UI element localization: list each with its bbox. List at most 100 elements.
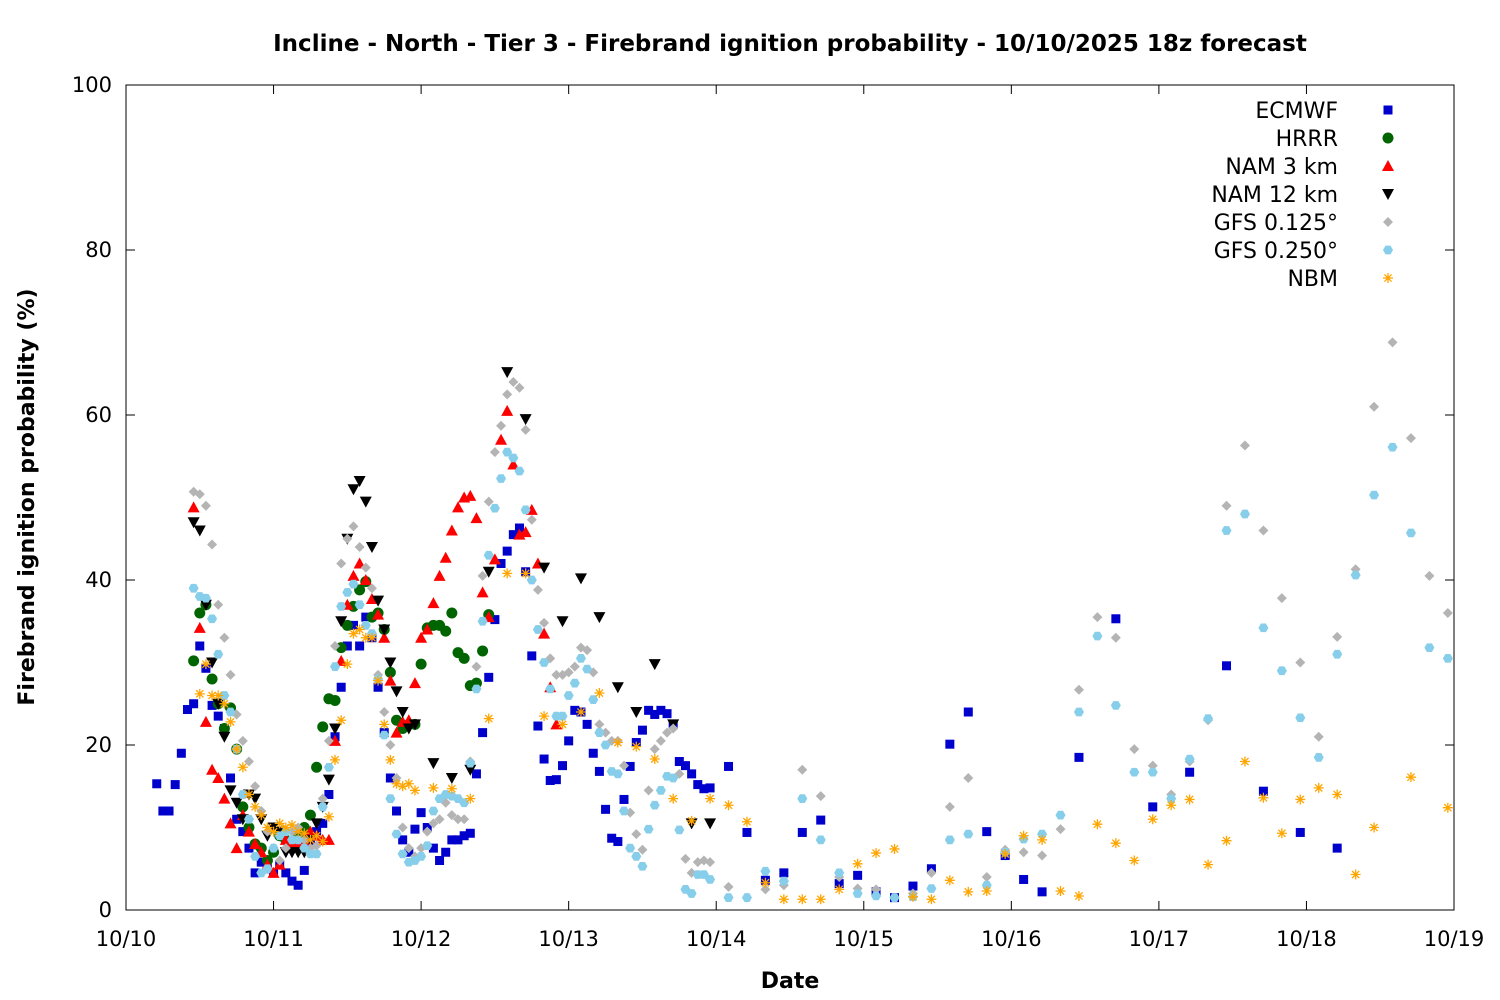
data-point	[250, 852, 261, 861]
data-point	[853, 870, 863, 880]
data-point	[464, 764, 477, 776]
data-point	[538, 562, 551, 574]
data-point	[237, 790, 248, 799]
data-point	[385, 773, 395, 783]
data-point	[674, 757, 684, 766]
data-point	[194, 489, 205, 500]
data-point	[631, 852, 642, 861]
data-point	[428, 806, 439, 816]
data-point	[834, 868, 845, 878]
data-point	[323, 811, 334, 822]
data-point	[378, 631, 391, 643]
data-point	[1018, 830, 1029, 841]
x-tick-label: 10/13	[538, 927, 599, 951]
data-point	[687, 769, 697, 779]
data-point	[981, 880, 992, 890]
data-point	[631, 829, 642, 840]
data-point	[502, 389, 513, 400]
data-point	[926, 867, 937, 878]
data-point	[207, 700, 217, 710]
data-point	[1147, 767, 1158, 777]
data-point	[262, 822, 273, 833]
data-point	[963, 773, 974, 783]
data-point	[360, 562, 371, 573]
data-point	[478, 728, 488, 738]
data-point	[476, 586, 489, 598]
data-point	[200, 500, 211, 511]
data-point	[1110, 701, 1121, 710]
data-point	[1166, 800, 1177, 811]
data-point	[502, 546, 512, 556]
data-point	[323, 762, 334, 772]
data-point	[384, 657, 397, 669]
data-point	[816, 815, 826, 825]
data-point	[365, 542, 378, 553]
data-point	[741, 816, 752, 827]
data-point	[354, 624, 365, 635]
data-point	[280, 843, 291, 854]
data-point	[981, 872, 992, 882]
data-point	[489, 447, 500, 458]
data-point	[379, 719, 390, 730]
data-point	[268, 826, 279, 837]
data-point	[445, 524, 458, 536]
data-point	[532, 625, 543, 634]
legend-entry: ECMWF	[1255, 99, 1393, 124]
data-point	[705, 857, 716, 868]
data-point	[539, 658, 550, 667]
data-point	[668, 773, 679, 783]
data-point	[514, 466, 525, 476]
data-point	[619, 760, 629, 771]
data-point	[1073, 684, 1084, 695]
data-point	[1424, 643, 1435, 652]
data-point	[649, 800, 660, 810]
data-point	[488, 553, 501, 565]
data-point	[440, 625, 452, 637]
data-point	[293, 880, 303, 890]
data-point	[1258, 525, 1269, 536]
data-point	[588, 748, 598, 758]
data-point	[723, 893, 734, 902]
data-point	[421, 623, 434, 635]
data-point	[390, 726, 403, 738]
data-point	[834, 879, 844, 889]
y-axis-label: Firebrand ignition probability (%)	[15, 288, 40, 705]
data-point	[322, 774, 335, 786]
data-point	[655, 735, 666, 746]
legend-marker	[1383, 245, 1393, 255]
data-point	[428, 818, 439, 829]
legend-entry: NAM 3 km	[1225, 155, 1394, 180]
data-point	[385, 754, 396, 765]
data-point	[353, 476, 366, 487]
data-point	[416, 852, 427, 861]
data-point	[373, 675, 384, 686]
data-point	[797, 794, 808, 803]
data-point	[1332, 631, 1343, 642]
data-point	[317, 836, 328, 847]
data-point	[195, 641, 205, 651]
data-point	[329, 694, 341, 706]
data-point	[237, 735, 248, 746]
data-point	[471, 769, 481, 779]
data-point	[267, 866, 280, 878]
data-point	[392, 806, 402, 816]
legend-marker	[1382, 132, 1394, 144]
data-point	[526, 575, 537, 585]
data-point	[225, 707, 236, 717]
x-tick-label: 10/18	[1276, 927, 1337, 951]
data-point	[1037, 887, 1047, 897]
data-point	[1184, 754, 1195, 764]
data-point	[1442, 608, 1453, 618]
data-point	[213, 649, 224, 659]
data-point	[187, 517, 200, 529]
data-point	[1129, 855, 1140, 866]
data-point	[199, 715, 212, 727]
data-point	[1313, 753, 1324, 762]
legend-entry: HRRR	[1276, 127, 1394, 152]
data-point	[402, 723, 415, 735]
data-point	[158, 806, 168, 816]
data-point	[317, 802, 328, 812]
data-point	[594, 766, 604, 776]
legend-entry: GFS 0.250°	[1214, 239, 1393, 264]
data-point	[458, 652, 470, 664]
